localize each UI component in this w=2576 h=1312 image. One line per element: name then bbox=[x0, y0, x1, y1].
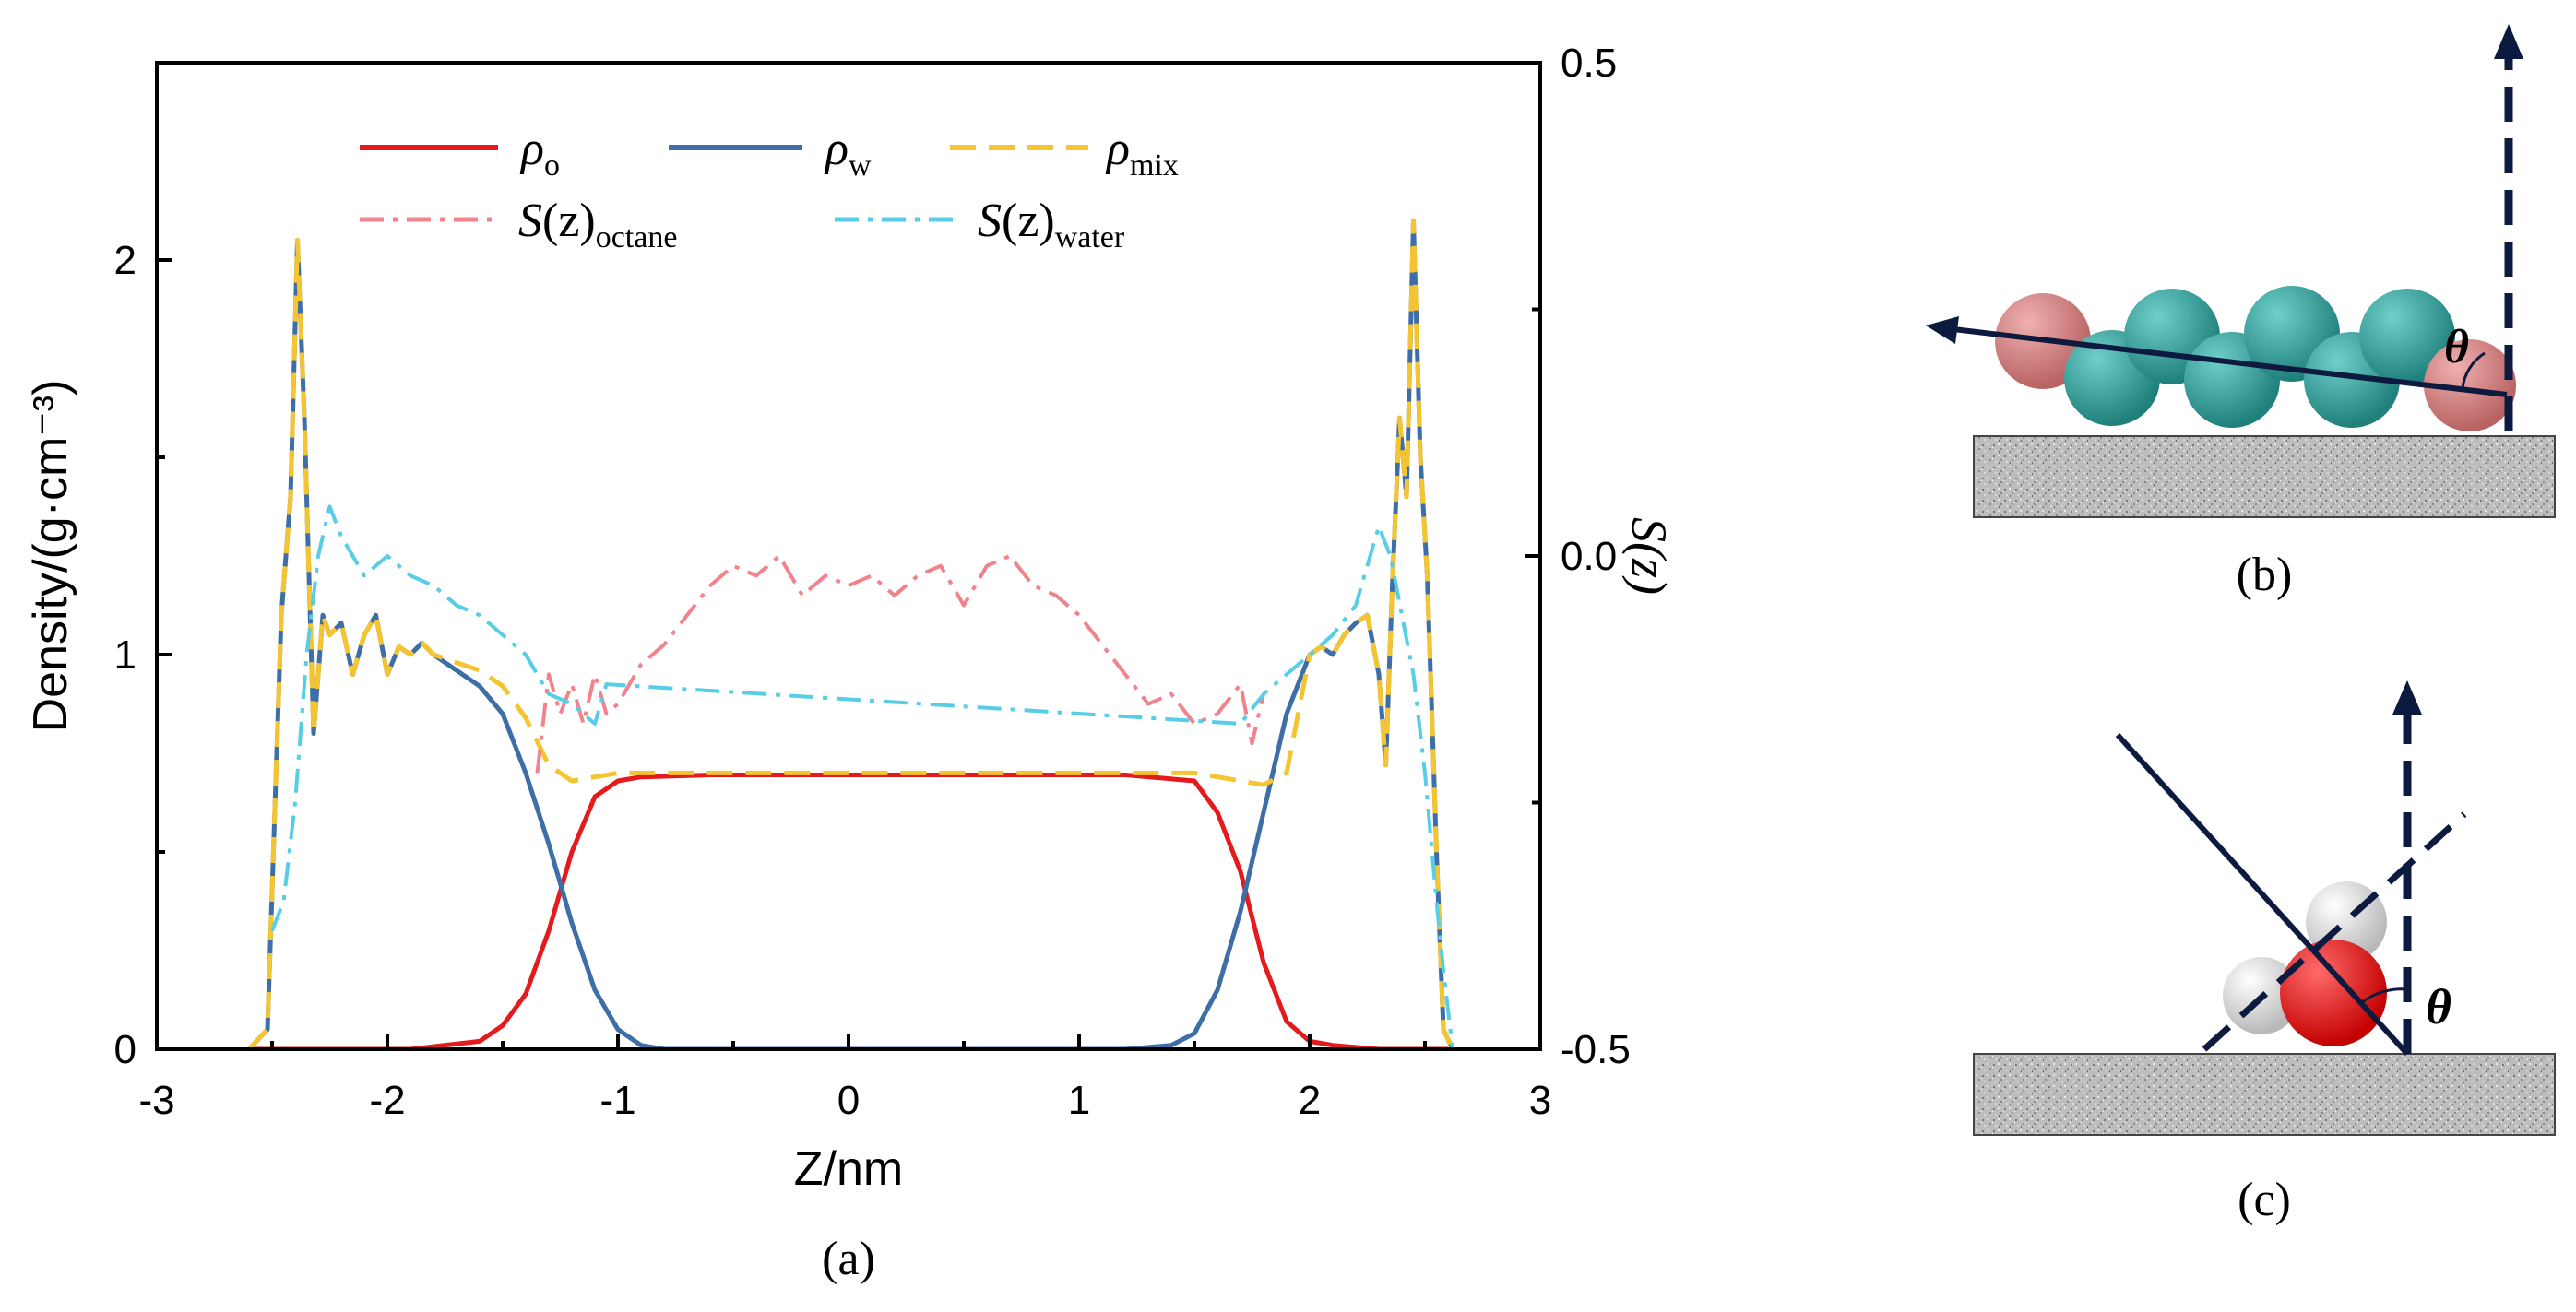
theta-arc-c bbox=[2360, 987, 2408, 1005]
chart-a: -3 -2 -1 0 1 2 3 0 1 2 -0.5 0.0 0.5 Z/nm… bbox=[24, 41, 1677, 1285]
y2-tick-label: 0.0 bbox=[1561, 534, 1617, 579]
normal-arrow-head-b bbox=[2494, 24, 2523, 59]
x-tick-label: 3 bbox=[1529, 1078, 1551, 1123]
legend-label-s-water: S(z)water bbox=[978, 195, 1125, 254]
legend: ρo ρw ρmix S(z)octane S(z)water bbox=[360, 123, 1179, 254]
x-tick-label: -1 bbox=[599, 1078, 635, 1123]
y2-axis-title: S(z) bbox=[1621, 517, 1677, 595]
surface-b bbox=[1973, 435, 2556, 518]
legend-label-rho-w: ρw bbox=[824, 123, 872, 183]
y-ticks bbox=[157, 61, 172, 1051]
molecule-axis-b bbox=[1953, 326, 2508, 397]
x-tick-label: -2 bbox=[369, 1078, 405, 1123]
octane-molecule bbox=[1995, 286, 2516, 431]
x-tick-label: -3 bbox=[138, 1078, 174, 1123]
legend-label-s-octane: S(z)octane bbox=[518, 195, 677, 254]
diagram-b: θ (b) bbox=[1926, 24, 2556, 601]
x-ticks bbox=[155, 1034, 1542, 1049]
reference-line-c bbox=[2115, 732, 2410, 1057]
x-tick-label: 1 bbox=[1068, 1078, 1090, 1123]
dipole-axis-c bbox=[2202, 811, 2467, 1052]
series-line-rho-mix bbox=[247, 218, 1455, 1049]
y-tick-label: 1 bbox=[114, 632, 137, 678]
series-line-s-octane bbox=[535, 554, 1265, 774]
x-tick-label: 0 bbox=[837, 1078, 860, 1123]
x-axis-title: Z/nm bbox=[794, 1142, 903, 1196]
plot-frame bbox=[155, 61, 1542, 1051]
panel-label-a: (a) bbox=[822, 1233, 875, 1285]
y2-ticks bbox=[1525, 61, 1540, 1051]
y-tick-label: 0 bbox=[114, 1027, 137, 1072]
series-line-s-water bbox=[270, 504, 1454, 1049]
y2-tick-label: 0.5 bbox=[1561, 41, 1617, 86]
y2-tick-label: -0.5 bbox=[1561, 1027, 1631, 1072]
octane-atom-tail bbox=[2424, 339, 2516, 431]
series-layer bbox=[247, 218, 1455, 1049]
series-line-rho-w bbox=[247, 218, 1455, 1049]
surface-c bbox=[1973, 1053, 2556, 1136]
normal-arrow-head-c bbox=[2392, 680, 2422, 715]
diagram-c: θ (c) bbox=[1973, 680, 2556, 1226]
theta-label-c: θ bbox=[2426, 979, 2451, 1034]
y-tick-label: 2 bbox=[114, 238, 137, 283]
series-line-rho-o bbox=[249, 773, 1448, 1049]
x-tick-label: 2 bbox=[1299, 1078, 1321, 1123]
panel-label-b: (b) bbox=[2237, 549, 2293, 601]
molecule-arrow-head-b bbox=[1926, 316, 1959, 344]
y-axis-title: Density/(g·cm⁻³) bbox=[24, 380, 77, 733]
panel-label-c: (c) bbox=[2238, 1174, 2291, 1226]
theta-label-b: θ bbox=[2444, 321, 2469, 373]
legend-label-rho-o: ρo bbox=[519, 123, 560, 183]
theta-arc-b bbox=[2461, 351, 2486, 389]
legend-label-rho-mix: ρmix bbox=[1105, 123, 1179, 183]
water-atom-o bbox=[2280, 940, 2387, 1046]
